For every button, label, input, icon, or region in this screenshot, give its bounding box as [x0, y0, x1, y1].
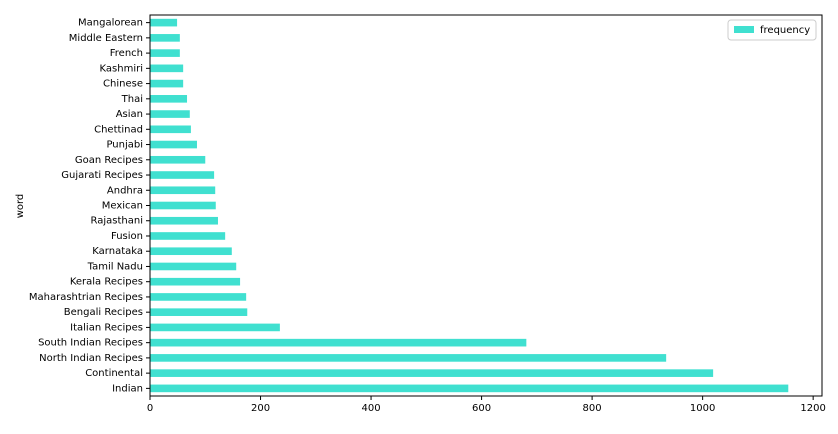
y-tick-label: South Indian Recipes: [38, 338, 143, 349]
bar: [150, 354, 667, 362]
legend-label: frequency: [760, 25, 810, 36]
bar: [150, 216, 218, 225]
y-tick-label: Italian Recipes: [70, 322, 143, 333]
bar: [150, 247, 232, 256]
bar: [150, 293, 247, 301]
bar: [150, 277, 241, 286]
bar: [150, 79, 184, 88]
x-tick-label: 800: [583, 403, 602, 414]
y-tick-label: Chettinad: [94, 124, 143, 135]
y-tick-label: Thai: [121, 94, 143, 105]
x-tick-label: 1200: [800, 403, 825, 414]
y-tick-label: Middle Eastern: [69, 33, 143, 44]
y-tick-label: Indian: [112, 383, 143, 394]
bar: [150, 18, 178, 27]
y-tick-label: Asian: [116, 109, 143, 120]
y-tick-label: Chinese: [103, 79, 143, 90]
y-tick-label: North Indian Recipes: [39, 353, 143, 364]
bar: [150, 308, 248, 316]
y-tick-label: Rajasthani: [91, 216, 143, 227]
x-tick-label: 200: [251, 403, 270, 414]
bar: [150, 49, 180, 57]
y-axis-label: word: [15, 194, 26, 219]
bar: [150, 323, 280, 332]
y-tick-label: Kerala Recipes: [70, 277, 143, 288]
y-tick-label: Fusion: [111, 231, 143, 242]
y-tick-label: Continental: [85, 368, 143, 379]
y-tick-label: Tamil Nadu: [87, 261, 143, 272]
y-tick-label: Kashmiri: [100, 63, 143, 74]
y-tick-label: Andhra: [107, 185, 143, 196]
x-tick-label: 0: [147, 403, 153, 414]
bar: [150, 201, 216, 210]
y-tick-label: Mexican: [102, 201, 143, 212]
bar: [150, 232, 226, 240]
bar: [150, 171, 215, 179]
y-tick-label: Goan Recipes: [75, 155, 143, 166]
bar: [150, 338, 527, 347]
bar: [150, 95, 188, 103]
bar: [150, 64, 184, 73]
y-tick-label: Punjabi: [106, 140, 143, 151]
x-tick-label: 400: [362, 403, 381, 414]
bar: [150, 34, 180, 42]
bar: [150, 369, 714, 377]
x-tick-label: 1000: [690, 403, 715, 414]
plot-frame: [149, 14, 823, 397]
legend-swatch: [734, 26, 754, 33]
bar: [150, 186, 216, 195]
bar: [150, 140, 197, 149]
bar: [150, 384, 789, 393]
bar: [150, 155, 206, 164]
y-tick-label: Bengali Recipes: [64, 307, 143, 318]
x-tick-label: 600: [472, 403, 491, 414]
y-tick-label: Karnataka: [92, 246, 143, 257]
bar: [150, 125, 191, 134]
y-tick-label: Gujarati Recipes: [61, 170, 143, 181]
legend-box: [727, 19, 817, 41]
y-tick-label: Maharashtrian Recipes: [29, 292, 143, 303]
bar: [150, 110, 190, 118]
bar: [150, 262, 237, 271]
y-tick-label: French: [110, 48, 143, 59]
y-tick-label: Mangalorean: [78, 18, 143, 29]
